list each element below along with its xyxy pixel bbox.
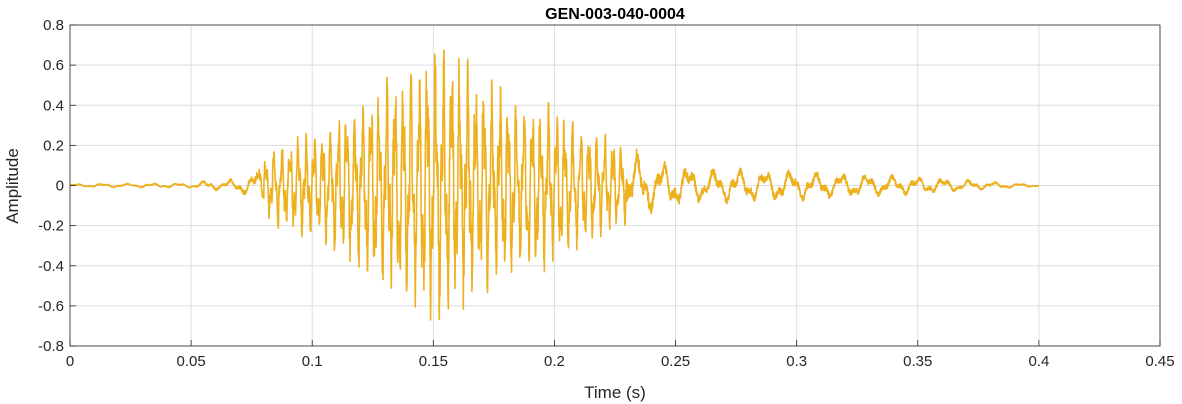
- x-tick-label: 0.45: [1145, 353, 1174, 370]
- y-axis-ticks: -0.8 -0.6 -0.4 -0.2 0 0.2 0.4 0.6 0.8: [38, 17, 76, 355]
- amplitude-series-line: [70, 49, 1040, 321]
- chart-title: GEN-003-040-0004: [545, 6, 685, 23]
- x-tick-label: 0: [66, 353, 74, 370]
- y-tick-label: 0.4: [43, 97, 64, 114]
- x-tick-label: 0.15: [419, 353, 448, 370]
- y-tick-label: -0.6: [38, 298, 64, 315]
- x-axis-label: Time (s): [584, 383, 646, 402]
- y-tick-label: 0: [56, 178, 64, 195]
- x-tick-label: 0.4: [1028, 353, 1049, 370]
- x-tick-label: 0.1: [302, 353, 323, 370]
- y-tick-label: -0.4: [38, 258, 64, 275]
- x-tick-label: 0.25: [661, 353, 690, 370]
- y-tick-label: 0.6: [43, 57, 64, 74]
- y-tick-label: 0.8: [43, 17, 64, 34]
- y-tick-label: -0.8: [38, 338, 64, 355]
- x-axis-ticks: 0 0.05 0.1 0.15 0.2 0.25 0.3 0.35 0.4 0.45: [66, 340, 1175, 370]
- y-axis-label: Amplitude: [3, 148, 22, 224]
- x-tick-label: 0.3: [786, 353, 807, 370]
- y-tick-label: -0.2: [38, 218, 64, 235]
- y-tick-label: 0.2: [43, 137, 64, 154]
- x-tick-label: 0.35: [903, 353, 932, 370]
- x-tick-label: 0.05: [177, 353, 206, 370]
- x-tick-label: 0.2: [544, 353, 565, 370]
